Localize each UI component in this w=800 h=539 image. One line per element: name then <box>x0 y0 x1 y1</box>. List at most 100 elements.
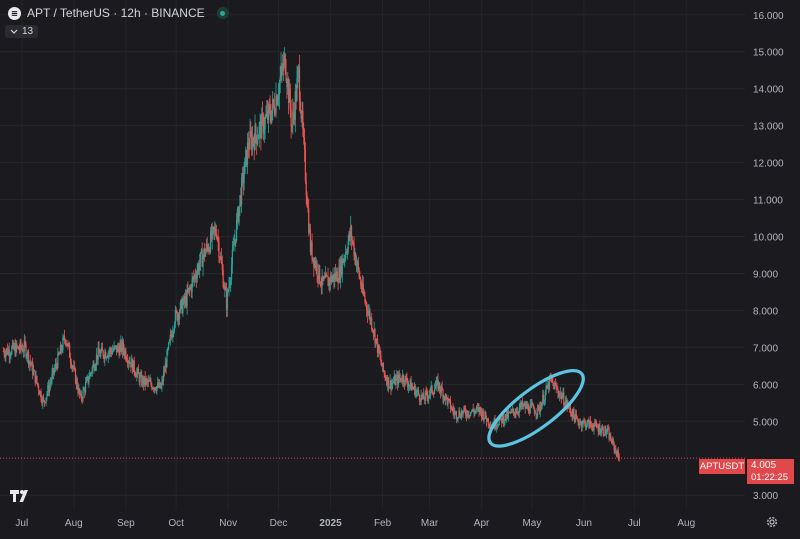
candle-body <box>82 389 84 400</box>
candle-body <box>172 332 174 338</box>
candle-body <box>396 375 398 379</box>
candle-body <box>474 410 476 414</box>
candle-body <box>561 396 563 400</box>
candle-body <box>196 271 198 280</box>
candle-body <box>617 450 619 457</box>
candle-body <box>486 418 489 422</box>
price-tag-value: 4.005 <box>747 459 794 472</box>
candle-body <box>284 54 286 73</box>
candle-body <box>343 258 345 263</box>
candle-body <box>225 286 227 291</box>
candle-body <box>185 296 187 307</box>
candle-body <box>371 318 373 329</box>
candle-body <box>32 362 34 375</box>
price-tick-label: 9.000 <box>753 269 778 280</box>
candle-body <box>595 423 598 427</box>
candle-body <box>213 227 215 231</box>
price-tick-label: 14.000 <box>753 85 784 96</box>
candle-body <box>238 205 240 222</box>
candle-body <box>531 403 533 405</box>
candle-body <box>198 264 200 271</box>
candle-body <box>467 411 469 416</box>
candle-body <box>480 410 483 418</box>
candle-body <box>444 396 446 401</box>
candle-body <box>148 380 150 382</box>
candle-body <box>458 411 460 418</box>
candle-body <box>19 341 21 350</box>
candle-body <box>433 389 436 394</box>
candle-body <box>336 271 338 282</box>
candle-body <box>326 275 328 277</box>
candle-body <box>487 418 489 425</box>
candle-body <box>142 377 145 385</box>
candle-body <box>275 96 277 114</box>
candle-body <box>574 415 576 423</box>
candle-body <box>121 341 124 352</box>
candle-body <box>267 110 269 121</box>
candle-body <box>297 71 299 79</box>
candle-body <box>600 432 602 434</box>
candle-body <box>311 241 313 260</box>
candle-body <box>184 296 187 302</box>
candle-body <box>559 392 562 395</box>
candle-body <box>166 350 168 368</box>
candle-body <box>235 219 238 241</box>
candle-body <box>192 277 194 280</box>
candle-body <box>605 432 608 434</box>
candle-body <box>569 407 572 413</box>
candle-body <box>324 277 326 279</box>
candle-body <box>281 66 283 69</box>
candle-body <box>469 415 471 417</box>
tradingview-logo-icon[interactable] <box>10 489 32 507</box>
candle-body <box>116 345 119 353</box>
candle-body <box>447 398 449 405</box>
candle-body <box>28 360 30 365</box>
price-tick-label: 10.000 <box>753 233 784 244</box>
indicators-toggle[interactable]: 13 <box>5 25 39 38</box>
candle-body <box>76 378 78 388</box>
candle-body <box>286 80 288 88</box>
candle-body <box>400 377 402 381</box>
candle-body <box>341 258 343 275</box>
candle-body <box>330 275 332 283</box>
candle-body <box>426 391 428 396</box>
candle-body <box>358 268 360 277</box>
candle-body <box>150 380 152 385</box>
candle-body <box>595 421 597 424</box>
candle-body <box>454 412 456 415</box>
candle-body <box>388 387 390 389</box>
candle-body <box>125 350 127 360</box>
candle-body <box>309 229 312 253</box>
settings-gear-icon[interactable] <box>765 515 779 534</box>
candle-body <box>555 384 557 389</box>
annotation-layer <box>479 359 593 458</box>
candle-body <box>71 366 73 368</box>
candle-body <box>366 302 368 310</box>
candle-body <box>120 341 122 346</box>
annotation-ellipse[interactable] <box>479 359 593 458</box>
candle-body <box>606 428 609 433</box>
candle-body <box>287 79 289 88</box>
symbol-title[interactable]: APT / TetherUS · 12h · BINANCE <box>27 6 205 20</box>
time-tick-label: May <box>522 518 541 529</box>
chart-grid <box>0 14 745 496</box>
candle-body <box>455 411 457 419</box>
candle-body <box>421 394 423 398</box>
candle-body <box>17 346 19 348</box>
candle-body <box>250 131 252 135</box>
candle-body <box>128 361 130 364</box>
candle-body <box>560 392 562 400</box>
candle-body <box>459 416 462 419</box>
candle-body <box>35 375 37 383</box>
candle-body <box>227 290 229 292</box>
candle-body <box>53 368 55 373</box>
candle-body <box>377 345 379 353</box>
candle-body <box>466 411 468 417</box>
candle-body <box>278 82 280 96</box>
candle-body <box>270 116 272 122</box>
candle-body <box>108 351 110 353</box>
candle-body <box>379 352 381 356</box>
candle-body <box>129 362 131 364</box>
